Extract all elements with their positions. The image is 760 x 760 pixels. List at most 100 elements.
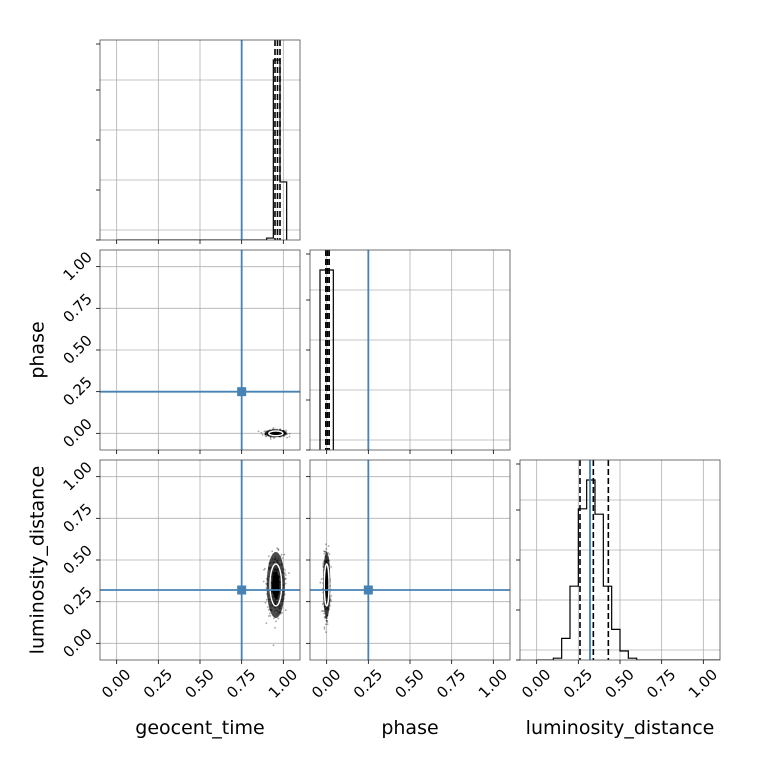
panel-geocent_time-luminosity_distance: 0.00 0.25 0.50 0.75 1.00geocent_time0.000.25… [27,458,302,739]
x-tick-label: 0.25 [140,665,176,701]
sample-point [277,617,280,620]
y-tick-label: 0.50 [59,541,95,577]
sample-point [323,612,325,615]
sample-point [271,428,274,431]
truth-marker [363,585,373,595]
x-tick-label: 1.00 [265,665,301,701]
density-core [271,431,281,435]
sample-point [275,620,278,623]
sample-point [283,553,286,556]
x-axis-label: phase [381,717,438,739]
x-tick-label: 0.75 [643,665,679,701]
panel-content [100,460,300,660]
sample-point [269,438,272,440]
sample-point [288,435,291,438]
sample-point [264,430,267,433]
sample-point [323,552,326,555]
x-axis-label: luminosity_distance [526,717,715,739]
sample-point [284,574,287,576]
y-axis-label: phase [27,321,49,378]
sample-point [280,553,283,556]
sample-point [323,616,326,619]
sample-point [322,563,325,566]
sample-point [279,428,282,431]
sample-point [326,617,328,620]
panel-content [319,250,370,450]
sample-point [264,567,266,570]
sample-point [269,614,272,617]
sample-point [322,603,324,606]
sample-point [268,612,271,615]
panel-content [100,250,300,450]
sample-point [288,572,290,574]
sample-point [263,430,266,433]
panel-content [116,40,288,240]
sample-point [325,548,328,550]
x-tick-label: 0.00 [308,665,344,701]
sample-point [276,547,279,550]
histogram-phase [319,269,334,450]
sample-point [327,545,330,547]
panel-geocent_time-phase: 0.00 0.25 0.50 0.75 1.00 phase [27,248,301,454]
y-tick-label: 0.75 [59,500,95,536]
sample-point [285,429,287,432]
density-contour [269,563,283,607]
sample-point [319,581,322,584]
sample-point [322,610,324,612]
sample-point [326,623,329,626]
sample-point [271,550,274,553]
panel-phase-phase [306,249,511,454]
sample-point [265,582,268,585]
sample-point [324,617,327,620]
sample-point [269,436,272,439]
y-tick-label: 0.50 [59,331,95,367]
sample-point [268,615,270,617]
density-contour [268,430,284,437]
truth-marker [237,585,247,595]
sample-point [272,436,275,439]
sample-point [322,562,325,564]
sample-point [329,598,332,601]
sample-point [284,582,287,585]
sample-point [263,568,265,571]
x-tick-label: 0.75 [433,665,469,701]
density-core [325,571,329,599]
sample-point [321,610,323,613]
sample-point [277,549,280,551]
x-tick-label: 0.50 [181,665,217,701]
sample-point [264,601,267,604]
x-tick-label: 0.00 [98,665,134,701]
sample-point [261,433,264,436]
sample-point [273,617,275,620]
panel-content [310,460,510,660]
sample-point [266,606,269,608]
sample-point [323,628,326,630]
x-axis-label: geocent_time [135,717,264,739]
sample-point [281,557,284,559]
sample-point [274,626,276,629]
histogram-luminosity_distance [536,479,720,660]
sample-point [325,619,328,622]
y-tick-label: 0.00 [59,415,95,451]
density-core [272,571,280,599]
sample-point [267,608,270,611]
sample-point [330,566,332,568]
sample-point [284,578,287,581]
sample-point [265,622,268,625]
sample-point [277,548,280,551]
sample-point [326,619,328,622]
panel-geocent_time-geocent_time [96,39,301,244]
sample-point [320,578,323,580]
sample-point [286,436,288,439]
y-tick-label: 0.25 [59,583,95,619]
sample-point [272,644,275,647]
sample-point [273,436,276,439]
sample-point [323,550,326,553]
truth-marker [237,387,247,397]
x-tick-label: 1.00 [685,665,721,701]
x-tick-label: 0.50 [391,665,427,701]
sample-point [281,611,283,614]
sample-point [323,550,325,553]
y-tick-label: 0.75 [59,290,95,326]
